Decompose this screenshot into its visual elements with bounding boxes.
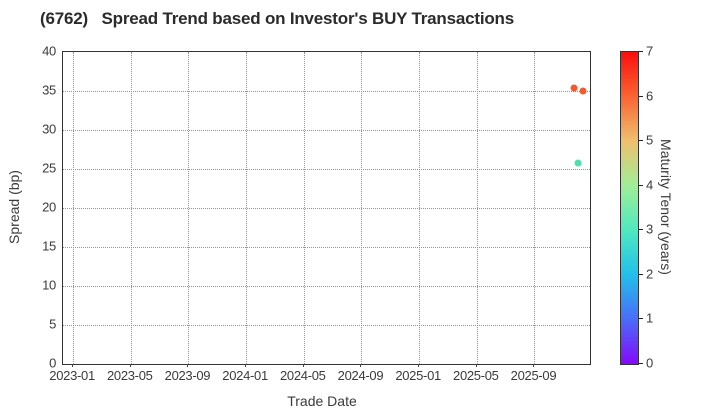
- x-tick-mark: [129, 364, 131, 367]
- y-tick-label: 30: [42, 121, 56, 137]
- y-axis-label: Spread (bp): [6, 170, 22, 244]
- x-tick-mark: [533, 364, 535, 367]
- data-point: [574, 159, 582, 167]
- x-tick-label: 2025-09: [510, 368, 557, 383]
- y-tick-label: 20: [42, 199, 56, 215]
- y-gridline: [63, 325, 590, 326]
- x-tick-label: 2025-05: [453, 368, 499, 383]
- y-gridline: [63, 208, 590, 209]
- y-gridline: [63, 286, 590, 287]
- chart-title: (6762) Spread Trend based on Investor's …: [40, 9, 514, 28]
- y-tick-label: 15: [42, 238, 56, 254]
- x-tick-label: 2023-09: [164, 368, 211, 383]
- colorbar: [620, 51, 639, 365]
- colorbar-tick-mark: [639, 51, 643, 52]
- colorbar-tick-mark: [639, 273, 643, 275]
- colorbar-tick-mark: [639, 363, 643, 364]
- y-gridline: [63, 247, 590, 248]
- x-tick-label: 2024-01: [222, 368, 268, 383]
- colorbar-tick-label: 2: [646, 266, 653, 282]
- colorbar-tick-mark: [639, 229, 643, 231]
- y-tick-label: 25: [42, 160, 56, 176]
- x-tick-mark: [475, 364, 477, 367]
- colorbar-tick-mark: [639, 318, 643, 320]
- x-tick-mark: [418, 364, 420, 367]
- x-tick-label: 2023-05: [106, 368, 153, 383]
- y-gridline: [63, 169, 590, 170]
- y-tick-label: 35: [42, 82, 56, 98]
- x-tick-label: 2024-09: [337, 368, 384, 383]
- y-gridline: [63, 130, 590, 131]
- colorbar-tick-mark: [639, 184, 643, 186]
- x-tick-mark: [187, 364, 189, 367]
- plot-area: [62, 51, 591, 365]
- data-point: [579, 87, 587, 95]
- colorbar-tick-label: 4: [646, 177, 653, 193]
- x-tick-mark: [360, 364, 362, 367]
- colorbar-tick-label: 1: [646, 310, 653, 326]
- colorbar-tick-label: 7: [646, 43, 653, 59]
- colorbar-tick-label: 6: [646, 88, 653, 104]
- y-tick-label: 40: [42, 43, 56, 59]
- x-tick-label: 2025-01: [395, 368, 441, 383]
- colorbar-label: Maturity Tenor (years): [658, 139, 674, 275]
- y-gridline: [63, 91, 590, 92]
- colorbar-tick-mark: [639, 140, 643, 142]
- colorbar-tick-label: 3: [646, 221, 653, 237]
- y-tick-label: 10: [42, 277, 56, 293]
- colorbar-tick-label: 5: [646, 132, 653, 148]
- x-tick-label: 2023-01: [49, 368, 95, 383]
- x-axis-label: Trade Date: [287, 393, 357, 409]
- colorbar-tick-mark: [639, 95, 643, 97]
- y-tick-label: 0: [49, 355, 56, 371]
- x-tick-mark: [302, 364, 304, 367]
- colorbar-tick-label: 0: [646, 355, 653, 371]
- x-tick-label: 2024-05: [279, 368, 326, 383]
- x-tick-mark: [245, 364, 247, 367]
- data-point: [570, 84, 578, 92]
- y-tick-label: 5: [49, 316, 56, 332]
- x-tick-mark: [72, 364, 74, 367]
